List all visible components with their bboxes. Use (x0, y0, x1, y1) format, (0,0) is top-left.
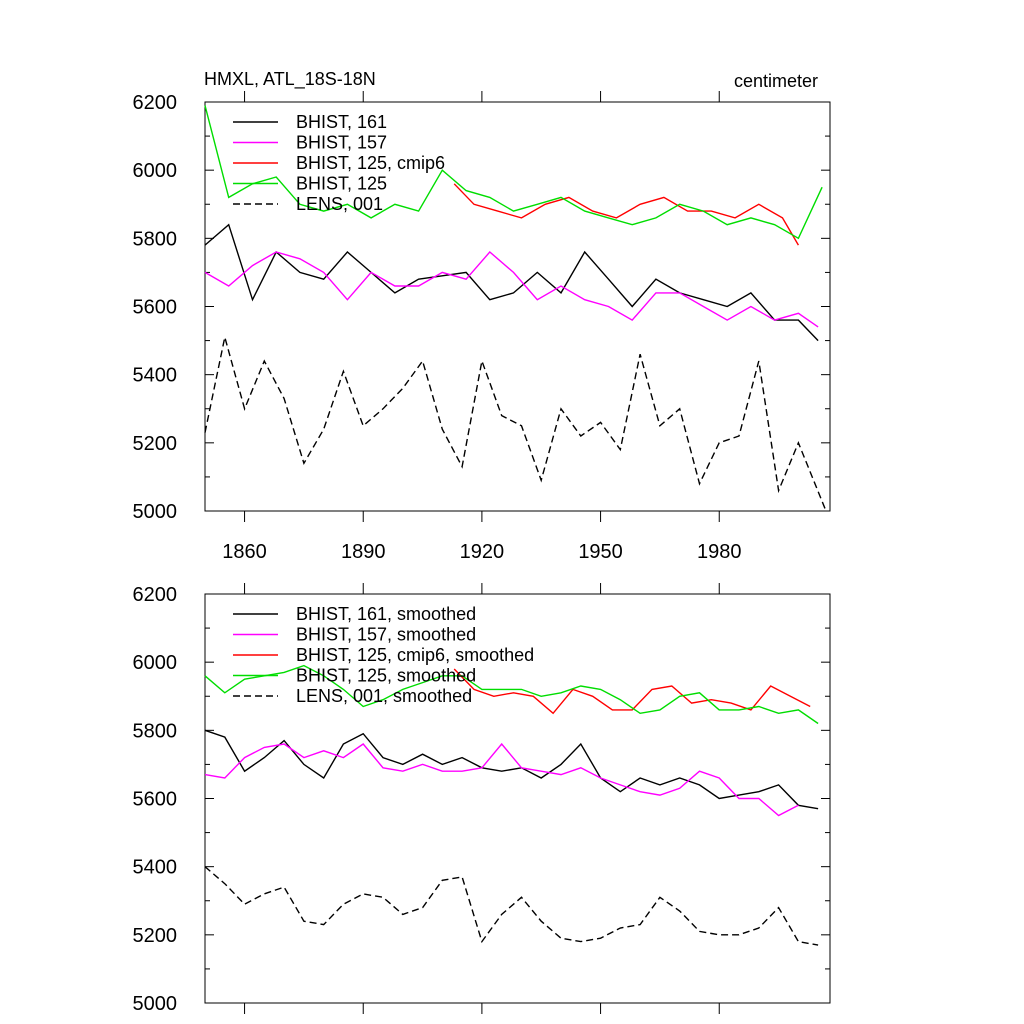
series-line (453, 668, 811, 715)
y-tick-label: 5000 (133, 501, 178, 523)
legend-entry: BHIST, 125 (296, 174, 387, 194)
legend-entry: BHIST, 125, cmip6, smoothed (296, 645, 534, 665)
legend-entry: LENS, 001 (296, 194, 383, 214)
series-line (204, 866, 819, 946)
legend-entry: BHIST, 161 (296, 112, 387, 132)
x-tick-label: 1980 (697, 541, 742, 563)
y-tick-label: 5800 (133, 228, 178, 250)
x-tick-label: 1950 (578, 541, 623, 563)
y-tick-label: 5200 (133, 925, 178, 947)
legend-entry: BHIST, 161, smoothed (296, 604, 476, 624)
y-tick-label: 5600 (133, 789, 178, 811)
y-tick-label: 5000 (133, 993, 178, 1015)
y-tick-label: 6000 (133, 652, 178, 674)
series-line (453, 183, 800, 246)
y-tick-label: 5400 (133, 365, 178, 387)
legend-entry: BHIST, 125, cmip6 (296, 153, 445, 173)
legend-entry: BHIST, 157 (296, 133, 387, 153)
legend-entry: BHIST, 125, smoothed (296, 666, 476, 686)
x-tick-label: 1920 (460, 541, 505, 563)
series-line (204, 105, 823, 240)
units-label: centimeter (734, 71, 818, 91)
series-line (204, 729, 819, 810)
legend-entry: LENS, 001, smoothed (296, 686, 472, 706)
series-line (204, 251, 819, 328)
y-tick-label: 6200 (133, 92, 178, 114)
y-tick-label: 5800 (133, 720, 178, 742)
y-tick-label: 5400 (133, 857, 178, 879)
bottom-panel: 5000 5200 5400 5600 5800 6000 6200 BHIST, 161, … (133, 583, 831, 1015)
x-tick-label: 1860 (222, 541, 267, 563)
series-line (204, 337, 827, 512)
y-tick-label: 5200 (133, 433, 178, 455)
y-tick-label: 5600 (133, 297, 178, 319)
chart-title: HMXL, ATL_18S-18N (204, 69, 376, 90)
series-line (204, 742, 799, 817)
series-line (204, 223, 819, 342)
legend-entry: BHIST, 157, smoothed (296, 625, 476, 645)
series-line (204, 664, 819, 725)
x-tick-label: 1890 (341, 541, 386, 563)
y-tick-label: 6200 (133, 584, 178, 606)
y-tick-label: 6000 (133, 160, 178, 182)
top-panel: HMXL, ATL_18S-18N centimeter 5000 5200 540… (133, 69, 831, 563)
